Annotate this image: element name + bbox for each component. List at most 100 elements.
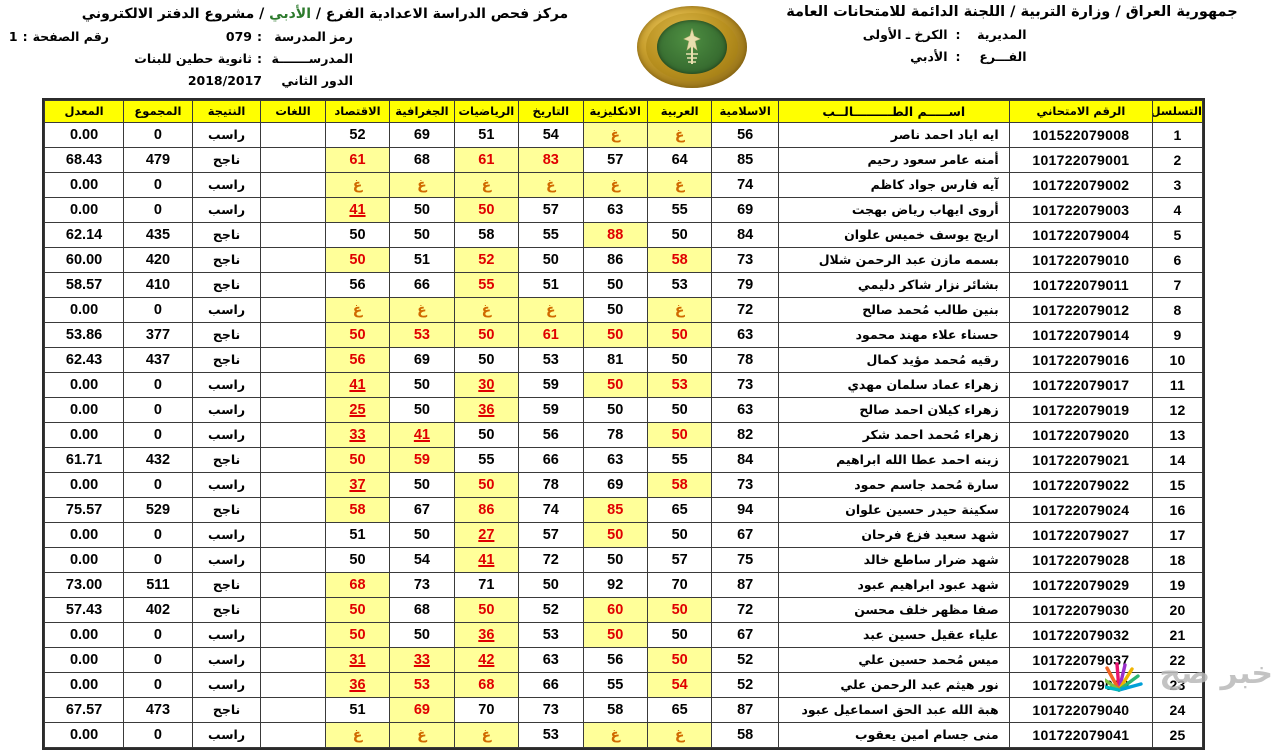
cell-isl: 94 bbox=[711, 497, 779, 523]
branch-label: الفـــرع bbox=[979, 49, 1027, 64]
column-header-isl: الاسلامية bbox=[711, 100, 779, 123]
cell-his: 51 bbox=[518, 272, 584, 298]
cell-eco: 31 bbox=[324, 647, 391, 673]
cell-seq: 14 bbox=[1152, 447, 1203, 473]
cell-eco: 50 bbox=[324, 222, 391, 248]
cell-lan bbox=[260, 497, 326, 523]
table-row: 1 101522079008 ايه اياد احمد ناصر 56 غ غ 54 51 6… bbox=[43, 122, 1203, 148]
cell-isl: 87 bbox=[711, 572, 779, 598]
cell-eng: 86 bbox=[582, 247, 648, 273]
cell-geo: 50 bbox=[389, 197, 455, 223]
cell-res: راسب bbox=[191, 172, 262, 198]
table-row: 20 101722079030 صفا مظهر خلف محسن 72 50 60 52 5… bbox=[43, 597, 1203, 623]
cell-isl: 52 bbox=[711, 647, 779, 673]
cell-ara: 65 bbox=[646, 697, 713, 723]
cell-geo: غ bbox=[389, 297, 455, 323]
cell-his: 55 bbox=[518, 222, 584, 248]
cell-eng: غ bbox=[582, 172, 648, 198]
colon-2: : bbox=[955, 49, 961, 64]
cell-isl: 82 bbox=[711, 422, 779, 448]
cell-eng: 92 bbox=[582, 572, 648, 598]
cell-isl: 52 bbox=[711, 672, 779, 698]
cell-exam: 101722079016 bbox=[1008, 347, 1154, 373]
cell-name: رقيه مُحمد مؤيد كمال bbox=[777, 347, 1010, 373]
cell-geo: 68 bbox=[389, 147, 455, 173]
cell-mat: 50 bbox=[453, 197, 520, 223]
cell-res: راسب bbox=[191, 372, 262, 398]
cell-eco: 50 bbox=[324, 322, 391, 348]
eagle-of-saladin-icon bbox=[683, 27, 701, 64]
cell-eng: 88 bbox=[582, 222, 648, 248]
colon-4: : bbox=[22, 29, 28, 44]
colon-5: : bbox=[257, 51, 262, 66]
cell-seq: 21 bbox=[1152, 622, 1203, 648]
cell-geo: 33 bbox=[389, 647, 455, 673]
cell-lan bbox=[260, 147, 326, 173]
colon-3: : bbox=[257, 29, 262, 44]
cell-seq: 2 bbox=[1152, 147, 1203, 173]
cell-seq: 11 bbox=[1152, 372, 1203, 398]
directorate-value: الكرخ ـ الأولى bbox=[862, 27, 948, 42]
cell-lan bbox=[260, 372, 326, 398]
cell-eco: 50 bbox=[324, 597, 391, 623]
school-code-label: رمز المدرسة bbox=[274, 29, 353, 44]
cell-name: شهد ضرار ساطع خالد bbox=[777, 547, 1010, 573]
cell-ara: 50 bbox=[646, 322, 713, 348]
cell-eco: 50 bbox=[324, 247, 391, 273]
cell-eco: 36 bbox=[324, 672, 391, 698]
cell-avg: 0.00 bbox=[43, 422, 125, 448]
cell-seq: 4 bbox=[1152, 197, 1203, 223]
table-row: 12 101722079019 زهراء كيلان احمد صالح 63 50 5… bbox=[43, 397, 1203, 423]
cell-mat: 52 bbox=[453, 247, 520, 273]
cell-mat: 55 bbox=[453, 447, 520, 473]
center-title: مركز فحص الدراسة الاعدادية الفرع / الأدب… bbox=[15, 6, 635, 22]
cell-tot: 0 bbox=[123, 122, 193, 148]
cell-seq: 17 bbox=[1152, 522, 1203, 548]
cell-name: بنين طالب مُحمد صالح bbox=[777, 297, 1010, 323]
cell-eng: 50 bbox=[582, 372, 648, 398]
cell-mat: 71 bbox=[453, 572, 520, 598]
cell-ara: 50 bbox=[646, 397, 713, 423]
cell-name: أمنه عامر سعود رحيم bbox=[777, 147, 1010, 173]
cell-isl: 84 bbox=[711, 447, 779, 473]
table-row: 11 101722079017 زهراء عماد سلمان مهدي 73 53 5… bbox=[43, 372, 1203, 398]
cell-lan bbox=[260, 447, 326, 473]
cell-eco: 50 bbox=[324, 547, 391, 573]
cell-his: 56 bbox=[518, 422, 584, 448]
cell-lan bbox=[260, 122, 326, 148]
cell-seq: 20 bbox=[1152, 597, 1203, 623]
table-row: 19 101722079029 شهد عبود ابراهيم عبود 87 70 9… bbox=[43, 572, 1203, 598]
cell-avg: 0.00 bbox=[43, 672, 125, 698]
academic-year-value: 2018/2017 bbox=[187, 73, 262, 88]
cell-eng: 50 bbox=[582, 322, 648, 348]
cell-geo: 69 bbox=[389, 347, 455, 373]
cell-res: ناجح bbox=[191, 147, 262, 173]
cell-name: زهراء مُحمد احمد شكر bbox=[777, 422, 1010, 448]
cell-ara: 58 bbox=[646, 472, 713, 498]
table-row: 15 101722079022 سارة مُحمد جاسم حمود 73 58 69… bbox=[43, 472, 1203, 498]
cell-exam: 101722079022 bbox=[1008, 472, 1154, 498]
cell-exam: 101722079017 bbox=[1008, 372, 1154, 398]
cell-res: ناجح bbox=[191, 572, 262, 598]
cell-avg: 0.00 bbox=[43, 622, 125, 648]
cell-eng: 50 bbox=[582, 397, 648, 423]
school-code-value: 079 bbox=[225, 29, 252, 44]
cell-res: راسب bbox=[191, 197, 262, 223]
cell-isl: 78 bbox=[711, 347, 779, 373]
cell-mat: 58 bbox=[453, 222, 520, 248]
cell-geo: 50 bbox=[389, 472, 455, 498]
cell-seq: 25 bbox=[1152, 722, 1203, 748]
cell-geo: 68 bbox=[389, 597, 455, 623]
table-row: 16 101722079024 سكينة حيدر حسين علوان 94 65 8… bbox=[43, 497, 1203, 523]
cell-isl: 73 bbox=[711, 372, 779, 398]
cell-tot: 0 bbox=[123, 622, 193, 648]
cell-his: 66 bbox=[518, 447, 584, 473]
cell-mat: 30 bbox=[453, 372, 520, 398]
cell-res: راسب bbox=[191, 622, 262, 648]
cell-eng: 63 bbox=[582, 197, 648, 223]
cell-isl: 75 bbox=[711, 547, 779, 573]
cell-name: بشائر نزار شاكر دليمي bbox=[777, 272, 1010, 298]
exam-center-block: مركز فحص الدراسة الاعدادية الفرع / الأدب… bbox=[9, 6, 635, 88]
cell-seq: 12 bbox=[1152, 397, 1203, 423]
column-header-res: النتيجة bbox=[191, 100, 262, 123]
